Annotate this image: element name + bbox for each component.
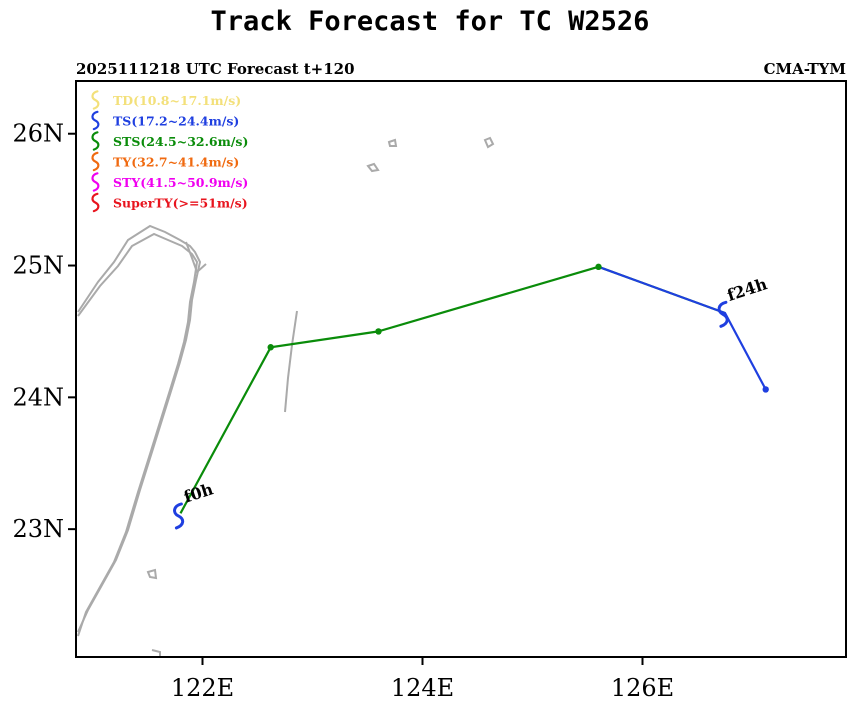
legend-symbol bbox=[91, 131, 100, 151]
track-point bbox=[267, 344, 274, 351]
y-tick-label: 25N bbox=[12, 252, 64, 280]
forecast-hour-label: f0h bbox=[181, 479, 215, 506]
legend-label: TY(32.7~41.4m/s) bbox=[113, 155, 239, 170]
model-label: CMA-TYM bbox=[763, 60, 846, 78]
legend-symbol bbox=[91, 192, 100, 213]
forecast-hour-label: f24h bbox=[725, 274, 770, 305]
plot-frame bbox=[75, 80, 847, 658]
y-tick-label: 24N bbox=[12, 383, 64, 411]
legend-symbol bbox=[91, 90, 100, 110]
x-tick-label: 124E bbox=[391, 674, 454, 702]
legend-label: SuperTY(>=51m/s) bbox=[113, 196, 248, 211]
legend-symbol bbox=[91, 172, 100, 192]
chart-title: Track Forecast for TC W2526 bbox=[210, 6, 650, 37]
legend-label: TD(10.8~17.1m/s) bbox=[113, 93, 241, 108]
x-tick-label: 126E bbox=[611, 674, 674, 702]
y-tick-label: 26N bbox=[12, 120, 64, 148]
legend-symbol bbox=[91, 110, 100, 131]
track-point bbox=[595, 263, 602, 271]
legend-label: TS(17.2~24.4m/s) bbox=[113, 114, 239, 129]
coastline bbox=[77, 136, 495, 657]
legend-label: STY(41.5~50.9m/s) bbox=[113, 175, 248, 190]
track-line-sts bbox=[179, 265, 726, 514]
typhoon-symbol bbox=[717, 300, 729, 328]
track-point bbox=[762, 386, 769, 393]
y-tick-label: 23N bbox=[12, 515, 64, 543]
track-line-ts bbox=[598, 265, 767, 390]
typhoon-symbol bbox=[173, 502, 185, 530]
forecast-time-label: 2025111218 UTC Forecast t+120 bbox=[76, 60, 355, 78]
track-point bbox=[375, 328, 382, 335]
x-tick-label: 122E bbox=[171, 674, 234, 702]
legend-symbol bbox=[91, 151, 100, 172]
legend-label: STS(24.5~32.6m/s) bbox=[113, 134, 248, 149]
